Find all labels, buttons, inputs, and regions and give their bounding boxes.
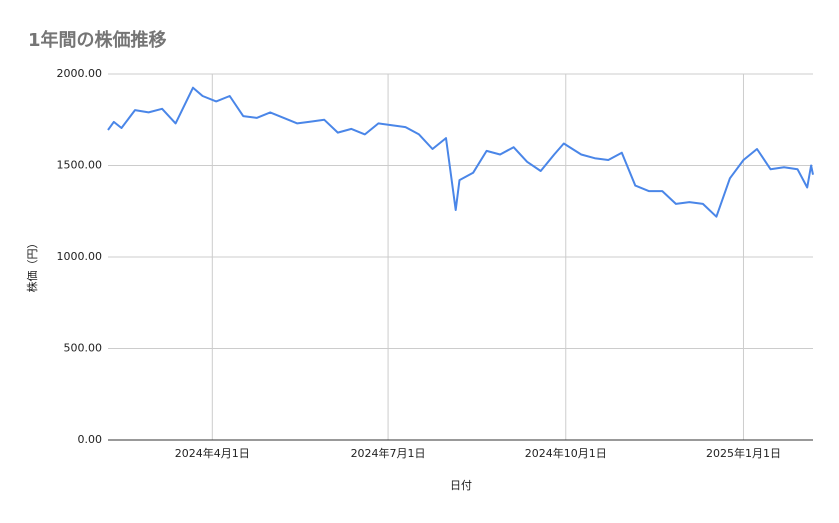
y-tick-label: 2000.00 — [57, 67, 103, 80]
y-tick-label: 0.00 — [78, 433, 103, 446]
x-axis-label: 日付 — [450, 479, 472, 492]
y-tick-label: 500.00 — [64, 342, 103, 355]
y-tick-label: 1500.00 — [57, 159, 103, 172]
chart-title: 1年間の株価推移 — [28, 29, 167, 51]
x-tick-label: 2024年4月1日 — [175, 446, 250, 460]
y-tick-label: 1000.00 — [57, 250, 103, 263]
x-tick-label: 2025年1月1日 — [706, 446, 781, 460]
line-series — [107, 86, 814, 218]
y-axis-label: 株価（円） — [25, 238, 39, 293]
x-tick-label: 2024年7月1日 — [351, 446, 426, 460]
x-tick-label: 2024年10月1日 — [525, 446, 607, 460]
